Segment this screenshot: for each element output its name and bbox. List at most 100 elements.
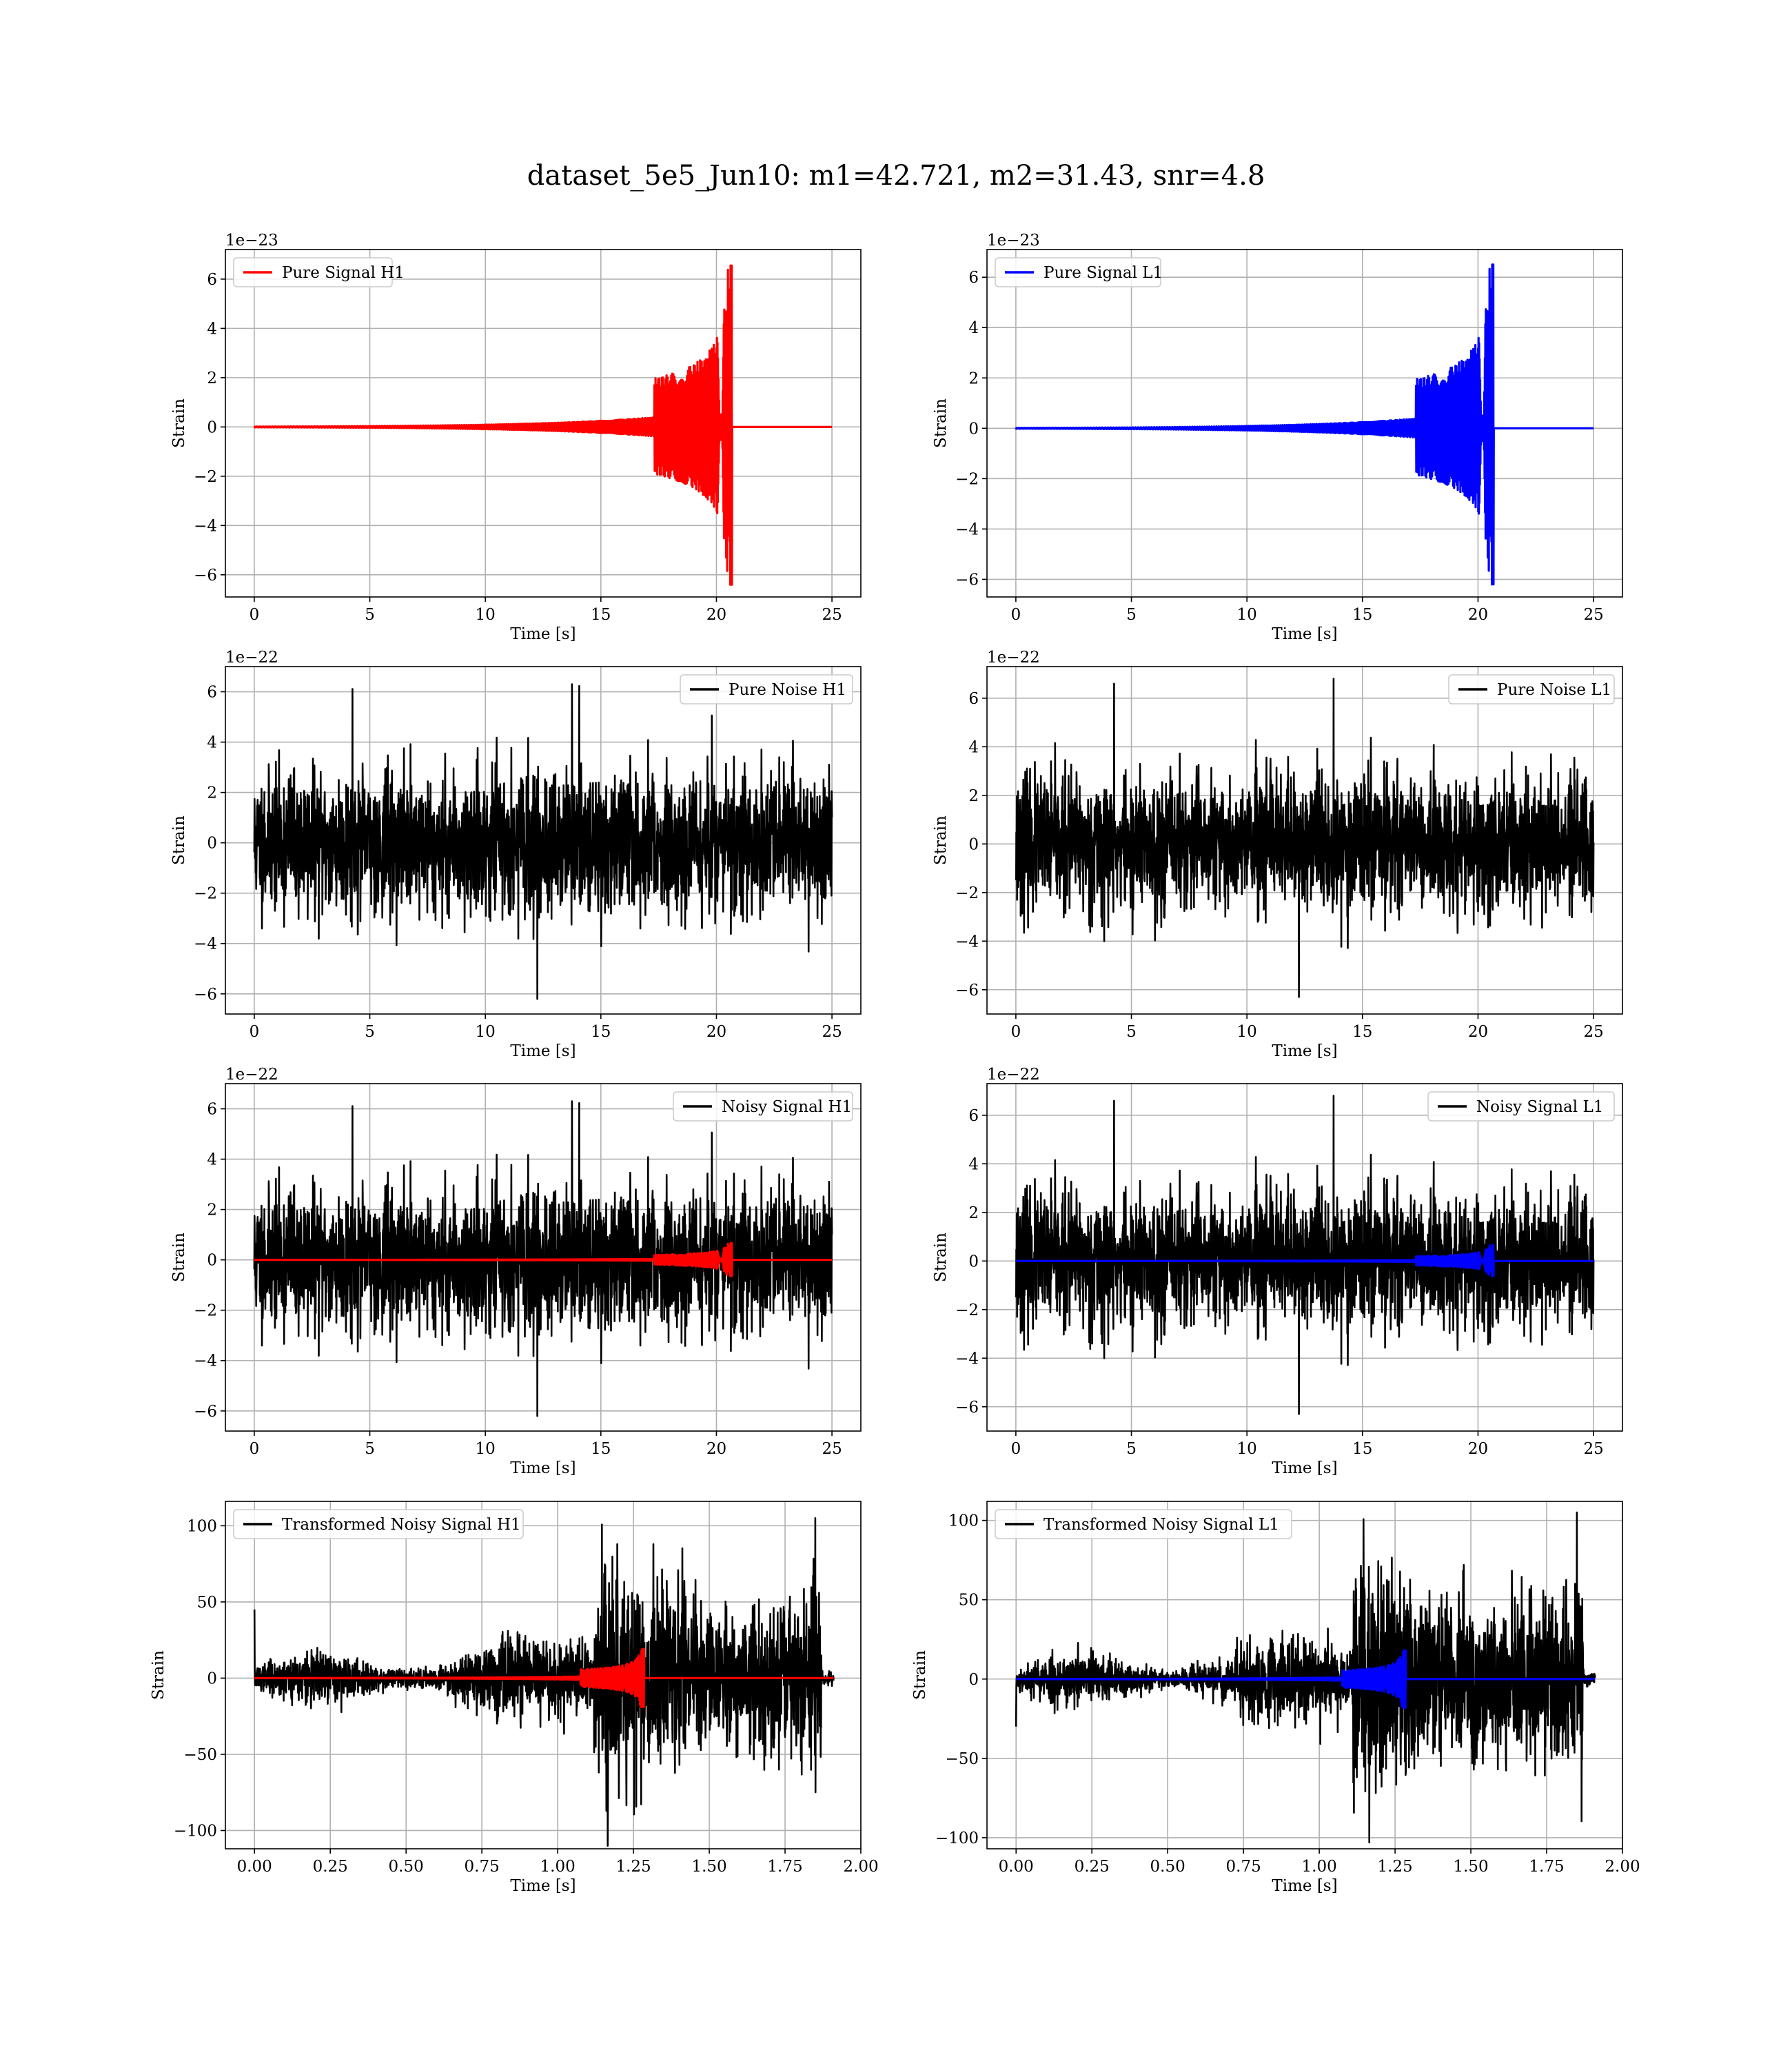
x-tick-label: 5 — [1126, 1023, 1137, 1041]
y-tick-label: 2 — [968, 1204, 979, 1222]
legend: Transformed Noisy Signal L1 — [995, 1509, 1292, 1539]
y-tick-label: 2 — [968, 787, 979, 805]
y-tick-label: −6 — [194, 986, 217, 1004]
x-tick-label: 20 — [706, 606, 726, 624]
x-axis-label: Time [s] — [1272, 1042, 1337, 1060]
y-tick-label: −6 — [955, 982, 979, 1000]
legend-label: Noisy Signal L1 — [1476, 1098, 1603, 1116]
series-line — [253, 683, 833, 1000]
x-tick-label: 5 — [365, 606, 375, 624]
series-line — [1015, 1511, 1596, 1844]
plot-area — [1015, 678, 1595, 998]
x-tick-label: 0 — [1011, 1023, 1021, 1041]
plot-area — [1015, 1095, 1595, 1415]
x-tick-label: 10 — [1237, 1440, 1257, 1458]
y-tick-label: −2 — [955, 884, 979, 902]
x-tick-label: 20 — [706, 1440, 726, 1458]
legend-label: Pure Signal H1 — [282, 264, 405, 282]
subplot-transformed-noisy-signal-h1: 0.00 0.25 0.50 0.75 1.00 1.25 1.50 1.75 2.00 −100… — [150, 1501, 879, 1895]
y-tick-label: 6 — [207, 684, 217, 702]
series-line — [1015, 1649, 1596, 1709]
plot-area — [253, 683, 833, 1000]
legend-box — [680, 674, 853, 704]
legend-label: Noisy Signal H1 — [722, 1098, 852, 1116]
x-tick-label: 10 — [476, 1440, 496, 1458]
x-tick-label: 20 — [1468, 1023, 1488, 1041]
y-tick-label: −2 — [194, 468, 217, 486]
y-tick-label: 0 — [968, 420, 979, 438]
series-line — [1015, 678, 1595, 998]
y-tick-label: −6 — [955, 571, 979, 589]
y-axis-label: Strain — [170, 815, 188, 865]
y-tick-label: 2 — [968, 369, 979, 387]
legend-label: Transformed Noisy Signal H1 — [282, 1516, 521, 1534]
y-axis-label: Strain — [170, 1233, 188, 1282]
legend-label: Transformed Noisy Signal L1 — [1043, 1516, 1279, 1534]
y-axis-label: Strain — [150, 1650, 167, 1700]
series-line — [253, 1100, 833, 1417]
x-tick-label: 5 — [365, 1023, 375, 1041]
y-offset-label: 1e−23 — [225, 232, 278, 250]
y-tick-label: 0 — [207, 1670, 217, 1687]
y-tick-label: 6 — [968, 690, 979, 708]
y-offset-label: 1e−22 — [987, 649, 1040, 667]
x-tick-label: 1.50 — [691, 1858, 726, 1876]
y-tick-label: −2 — [955, 470, 979, 488]
plot-area — [253, 1100, 833, 1417]
x-tick-label: 2.00 — [843, 1858, 878, 1876]
x-tick-label: 15 — [1352, 1440, 1372, 1458]
legend-box — [995, 257, 1161, 287]
y-tick-label: 0 — [968, 1253, 979, 1270]
y-tick-label: −4 — [194, 935, 217, 953]
y-axis-label: Strain — [911, 1650, 929, 1700]
y-tick-label: −50 — [945, 1750, 979, 1768]
y-tick-label: −2 — [194, 1302, 217, 1320]
y-tick-label: −4 — [955, 1350, 979, 1368]
y-tick-label: −100 — [935, 1829, 979, 1847]
y-axis-label: Strain — [932, 815, 950, 865]
legend: Pure Signal H1 — [233, 257, 405, 287]
axes-frame — [986, 249, 1623, 598]
x-tick-label: 0.75 — [465, 1858, 500, 1876]
legend-box — [1427, 1091, 1615, 1122]
y-tick-label: 2 — [207, 369, 217, 387]
x-tick-label: 0.00 — [237, 1858, 272, 1876]
x-tick-label: 0.25 — [313, 1858, 348, 1876]
y-tick-label: 4 — [968, 319, 979, 337]
y-tick-label: 0 — [968, 835, 979, 853]
y-offset-label: 1e−22 — [225, 649, 278, 667]
x-tick-label: 10 — [1237, 606, 1257, 624]
y-offset-label: 1e−22 — [987, 1066, 1040, 1084]
y-tick-label: 50 — [197, 1594, 217, 1612]
x-axis-label: Time [s] — [510, 1877, 576, 1895]
x-tick-label: 0 — [1011, 606, 1021, 624]
x-tick-label: 10 — [476, 606, 496, 624]
x-tick-label: 10 — [476, 1023, 496, 1041]
y-tick-label: 100 — [187, 1517, 217, 1535]
y-tick-label: 0 — [207, 1252, 217, 1270]
x-tick-label: 20 — [1468, 1440, 1488, 1458]
legend: Pure Noise H1 — [680, 674, 853, 704]
y-tick-label: −4 — [194, 1352, 217, 1370]
y-tick-label: −4 — [955, 520, 979, 538]
y-tick-label: −2 — [955, 1301, 979, 1319]
x-tick-label: 15 — [591, 606, 611, 624]
y-axis-label: Strain — [932, 398, 950, 448]
x-tick-label: 0.25 — [1075, 1858, 1110, 1876]
series-line — [253, 1517, 835, 1847]
x-tick-label: 20 — [706, 1023, 726, 1041]
subplot-pure-signal-h1: 0 5 10 15 20 25 −6 −4 −2 0 2 4 6 Time [s] Strain 1e−23P… — [170, 232, 862, 643]
y-tick-label: −100 — [174, 1822, 217, 1840]
y-tick-label: −2 — [194, 885, 217, 903]
plot-area — [1015, 1511, 1596, 1844]
y-tick-label: 6 — [968, 1107, 979, 1125]
plot-area — [253, 264, 833, 586]
series-line — [254, 1648, 835, 1708]
subplot-noisy-signal-l1: 0 5 10 15 20 25 −6 −4 −2 0 2 4 6 Time [s] Strain 1e−22 N… — [932, 1066, 1623, 1477]
x-tick-label: 5 — [365, 1440, 375, 1458]
x-axis-label: Time [s] — [1272, 1459, 1337, 1477]
legend-box — [233, 1509, 524, 1539]
y-offset-label: 1e−23 — [987, 232, 1040, 250]
subplot-pure-signal-l1: 0 5 10 15 20 25 −6 −4 −2 0 2 4 6 Time [s] Strain 1e−23P… — [932, 232, 1623, 643]
